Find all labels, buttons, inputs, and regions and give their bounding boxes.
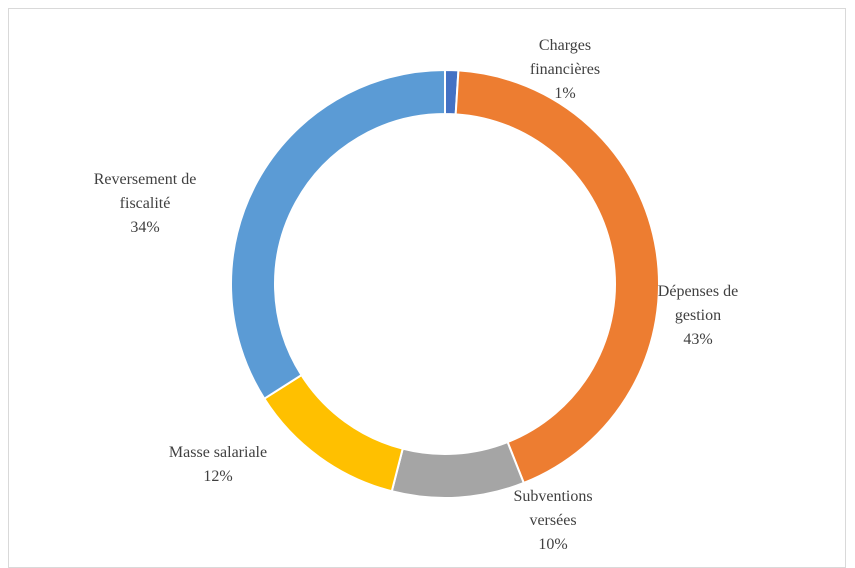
data-label: Charges financières 1% <box>505 34 625 106</box>
value-label: 43% <box>683 331 713 348</box>
chart <box>230 68 660 499</box>
data-label: Dépenses de gestion 43% <box>638 280 758 352</box>
value-label: 10% <box>538 536 568 553</box>
data-label: Reversement de fiscalité 34% <box>80 168 210 240</box>
data-label: Subventions versées 10% <box>493 485 613 557</box>
category-label: Charges financières <box>529 37 601 78</box>
category-label: Reversement de fiscalité <box>93 171 197 212</box>
data-label: Masse salariale 12% <box>148 441 288 489</box>
value-label: 12% <box>203 468 233 485</box>
category-label: Masse salariale <box>168 444 268 461</box>
donut-segment <box>230 68 446 401</box>
category-label: Subventions versées <box>513 488 593 529</box>
category-label: Dépenses de gestion <box>657 283 739 324</box>
value-label: 34% <box>130 219 160 236</box>
donut-segment <box>454 69 660 485</box>
value-label: 1% <box>554 85 576 102</box>
page: Charges financières 1% Dépenses de gestio… <box>8 8 846 568</box>
